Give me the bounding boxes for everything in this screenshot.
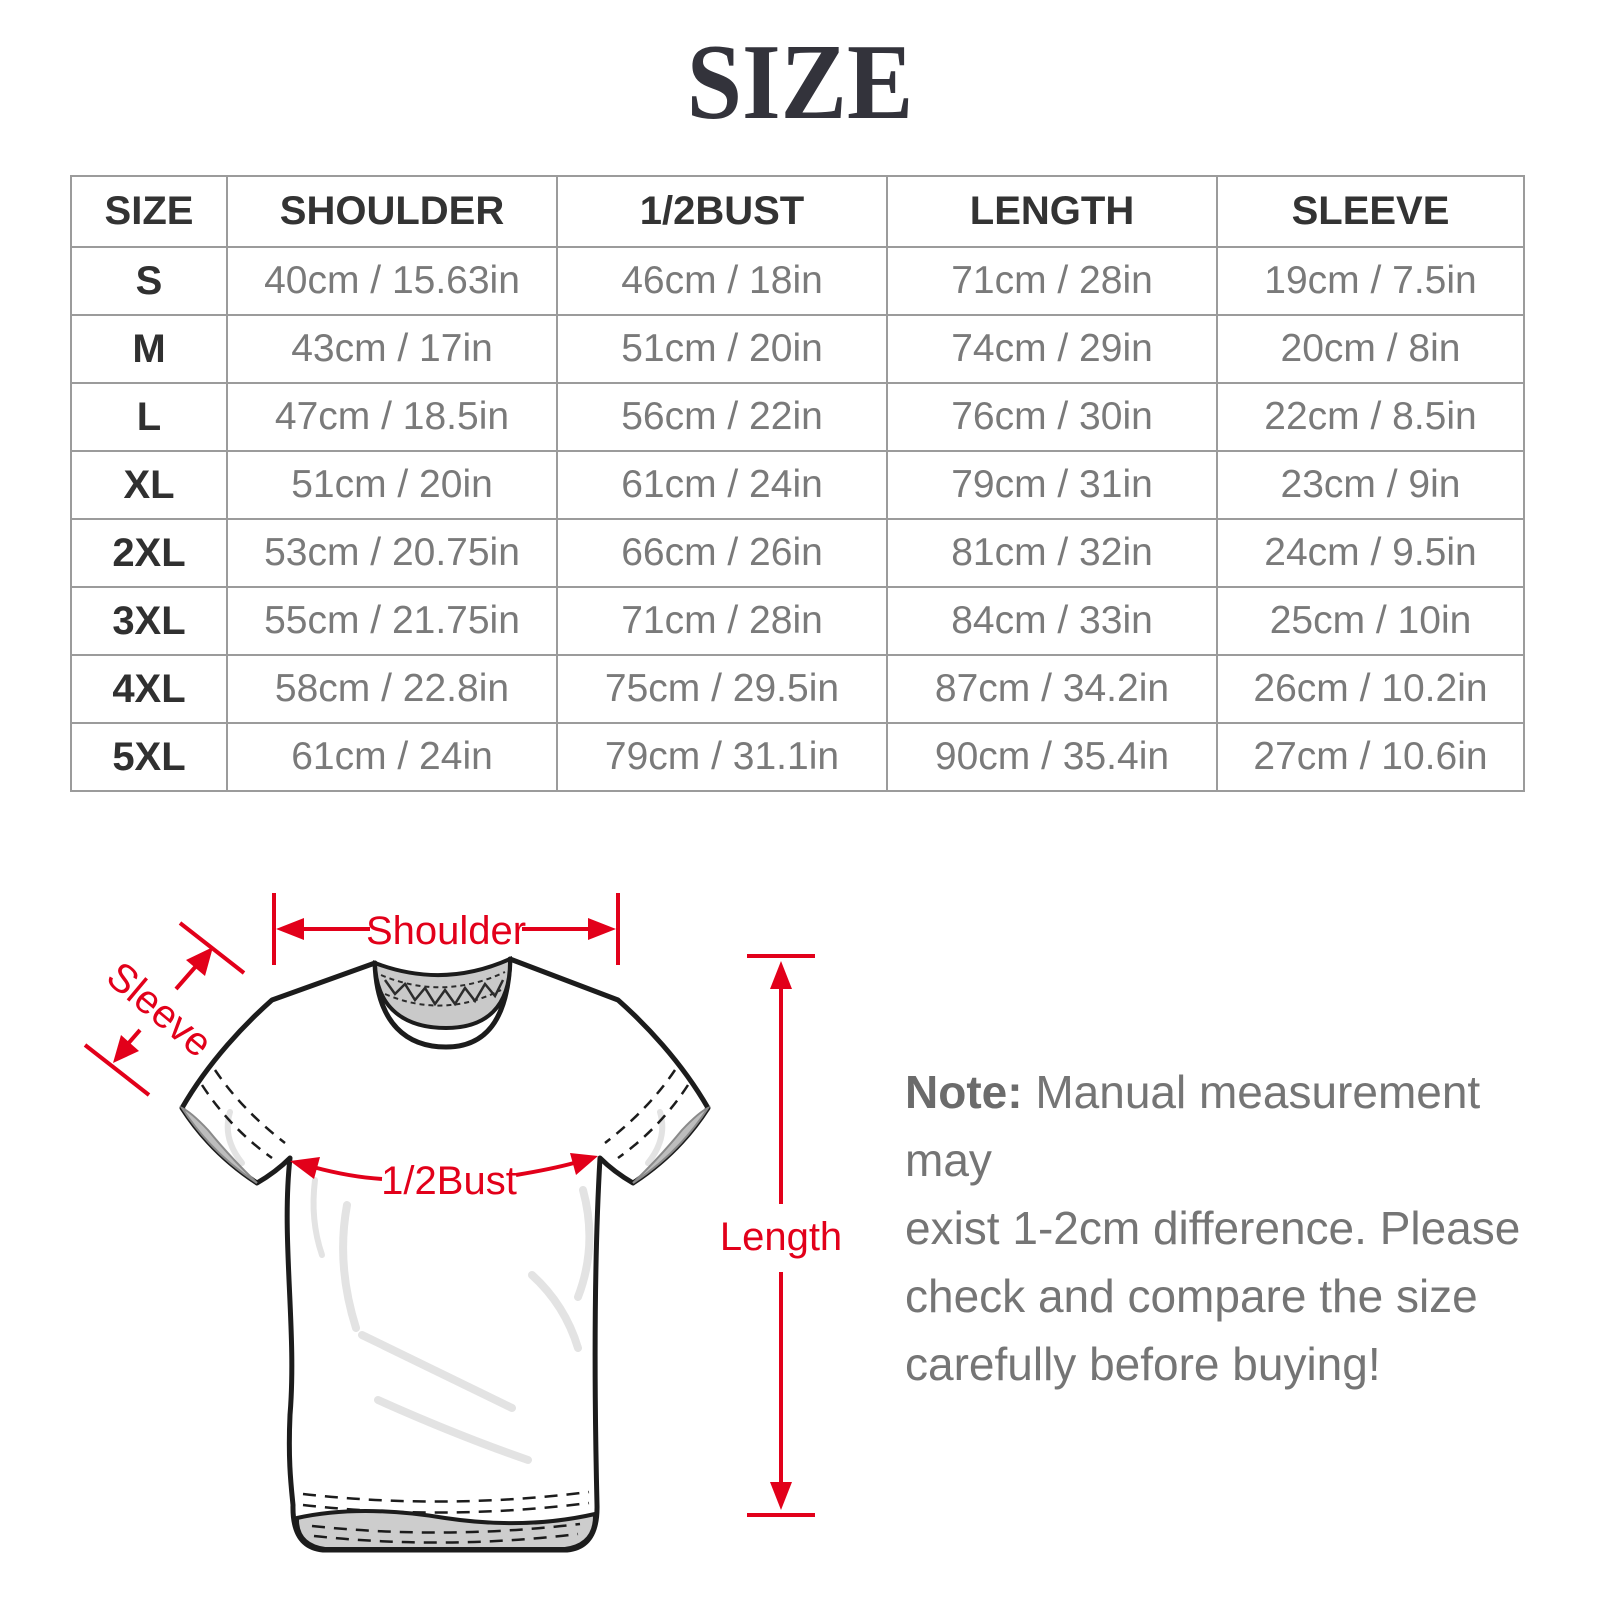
size-table: SIZE SHOULDER 1/2BUST LENGTH SLEEVE S 40cm / … [70, 175, 1525, 792]
measurement-cell: 79cm / 31.1in [556, 722, 888, 792]
table-row: 5XL 61cm / 24in 79cm / 31.1in 90cm / 35.4in… [70, 722, 1525, 792]
table-row: S 40cm / 15.63in 46cm / 18in 71cm / 28in 19c… [70, 246, 1525, 316]
measurement-cell: 75cm / 29.5in [556, 654, 888, 724]
length-label: Length [720, 1215, 842, 1259]
length-arrowhead-top [770, 961, 792, 989]
measurement-cell: 23cm / 9in [1216, 450, 1525, 520]
tshirt-measurement-diagram: Shoulder Sleeve 1/2Bust Length [83, 893, 842, 1553]
measurement-cell: 19cm / 7.5in [1216, 246, 1525, 316]
bust-label: 1/2Bust [381, 1159, 517, 1203]
note-text-1: Manual measurement may [905, 1066, 1481, 1186]
measurement-cell: 46cm / 18in [556, 246, 888, 316]
size-cell: 2XL [70, 518, 228, 588]
measurement-cell: 76cm / 30in [886, 382, 1218, 452]
measurement-cell: 26cm / 10.2in [1216, 654, 1525, 724]
size-cell: XL [70, 450, 228, 520]
header-row: SIZE SHOULDER 1/2BUST LENGTH SLEEVE [70, 175, 1525, 248]
measurement-cell: 66cm / 26in [556, 518, 888, 588]
shoulder-arrowhead-left [276, 918, 304, 940]
measurement-cell: 84cm / 33in [886, 586, 1218, 656]
measurement-cell: 90cm / 35.4in [886, 722, 1218, 792]
measurement-cell: 71cm / 28in [556, 586, 888, 656]
note-text-4: carefully before buying! [905, 1338, 1381, 1390]
measurement-cell: 56cm / 22in [556, 382, 888, 452]
measurement-cell: 51cm / 20in [556, 314, 888, 384]
note-text-2: exist 1-2cm difference. Please [905, 1202, 1521, 1254]
size-cell: M [70, 314, 228, 384]
measurement-cell: 25cm / 10in [1216, 586, 1525, 656]
measurement-cell: 61cm / 24in [226, 722, 558, 792]
sleeve-arrow-shafts [124, 963, 199, 1048]
note-text-3: check and compare the size [905, 1270, 1478, 1322]
table-row: M 43cm / 17in 51cm / 20in 74cm / 29in 20cm /… [70, 314, 1525, 384]
sleeve-arrowhead-bottom [113, 1035, 139, 1063]
column-header: LENGTH [886, 175, 1218, 248]
measurement-cell: 53cm / 20.75in [226, 518, 558, 588]
measurement-cell: 79cm / 31in [886, 450, 1218, 520]
measurement-cell: 74cm / 29in [886, 314, 1218, 384]
measurement-cell: 58cm / 22.8in [226, 654, 558, 724]
sleeve-arrowhead-top [186, 947, 213, 976]
tshirt-drawing [179, 955, 711, 1553]
left-sleeve-cuff [179, 1069, 286, 1184]
table-row: L 47cm / 18.5in 56cm / 22in 76cm / 30in 22cm… [70, 382, 1525, 452]
table-row: 3XL 55cm / 21.75in 71cm / 28in 84cm / 33in 2… [70, 586, 1525, 656]
column-header: SHOULDER [226, 175, 558, 248]
bust-measure: 1/2Bust [290, 1153, 598, 1203]
measurement-cell: 81cm / 32in [886, 518, 1218, 588]
measurement-cell: 61cm / 24in [556, 450, 888, 520]
bust-arrowhead-right [570, 1153, 598, 1175]
measurement-cell: 51cm / 20in [226, 450, 558, 520]
note-line: Note: Manual measurement may [905, 1058, 1550, 1194]
table-row: 2XL 53cm / 20.75in 66cm / 26in 81cm / 32in 2… [70, 518, 1525, 588]
measurement-cell: 47cm / 18.5in [226, 382, 558, 452]
size-table-body: S 40cm / 15.63in 46cm / 18in 71cm / 28in 19c… [70, 246, 1525, 792]
table-row: XL 51cm / 20in 61cm / 24in 79cm / 31in 23cm … [70, 450, 1525, 520]
note-prefix: Note: [905, 1066, 1023, 1118]
size-cell: 5XL [70, 722, 228, 792]
tshirt-outline [179, 956, 711, 1553]
table-row: 4XL 58cm / 22.8in 75cm / 29.5in 87cm / 34.2… [70, 654, 1525, 724]
length-arrowhead-bottom [770, 1482, 792, 1510]
measurement-cell: 55cm / 21.75in [226, 586, 558, 656]
shoulder-label: Shoulder [366, 909, 526, 953]
measurement-cell: 71cm / 28in [886, 246, 1218, 316]
column-header: SIZE [70, 175, 228, 248]
measurement-cell: 43cm / 17in [226, 314, 558, 384]
measurement-cell: 24cm / 9.5in [1216, 518, 1525, 588]
length-ticks [747, 954, 815, 1517]
measurement-cell: 22cm / 8.5in [1216, 382, 1525, 452]
column-header: SLEEVE [1216, 175, 1525, 248]
size-cell: S [70, 246, 228, 316]
measurement-note: Note: Manual measurement may exist 1-2cm… [905, 1058, 1550, 1398]
size-cell: 3XL [70, 586, 228, 656]
measurement-cell: 87cm / 34.2in [886, 654, 1218, 724]
hem [294, 1490, 598, 1551]
shoulder-measure: Shoulder [272, 893, 620, 965]
shoulder-ticks [272, 893, 620, 965]
bust-arrowhead-left [290, 1157, 320, 1179]
page-title: SIZE [686, 23, 914, 142]
column-header: 1/2BUST [556, 175, 888, 248]
right-sleeve-cuff [604, 1069, 711, 1184]
wrinkle-shading [224, 1109, 666, 1464]
shoulder-arrowhead-right [588, 918, 616, 940]
length-measure: Length [720, 954, 842, 1517]
measurement-cell: 20cm / 8in [1216, 314, 1525, 384]
size-cell: L [70, 382, 228, 452]
size-cell: 4XL [70, 654, 228, 724]
collar-stitching [380, 971, 506, 1007]
measurement-cell: 27cm / 10.6in [1216, 722, 1525, 792]
bust-arrow-shafts [312, 1161, 575, 1181]
measurement-cell: 40cm / 15.63in [226, 246, 558, 316]
